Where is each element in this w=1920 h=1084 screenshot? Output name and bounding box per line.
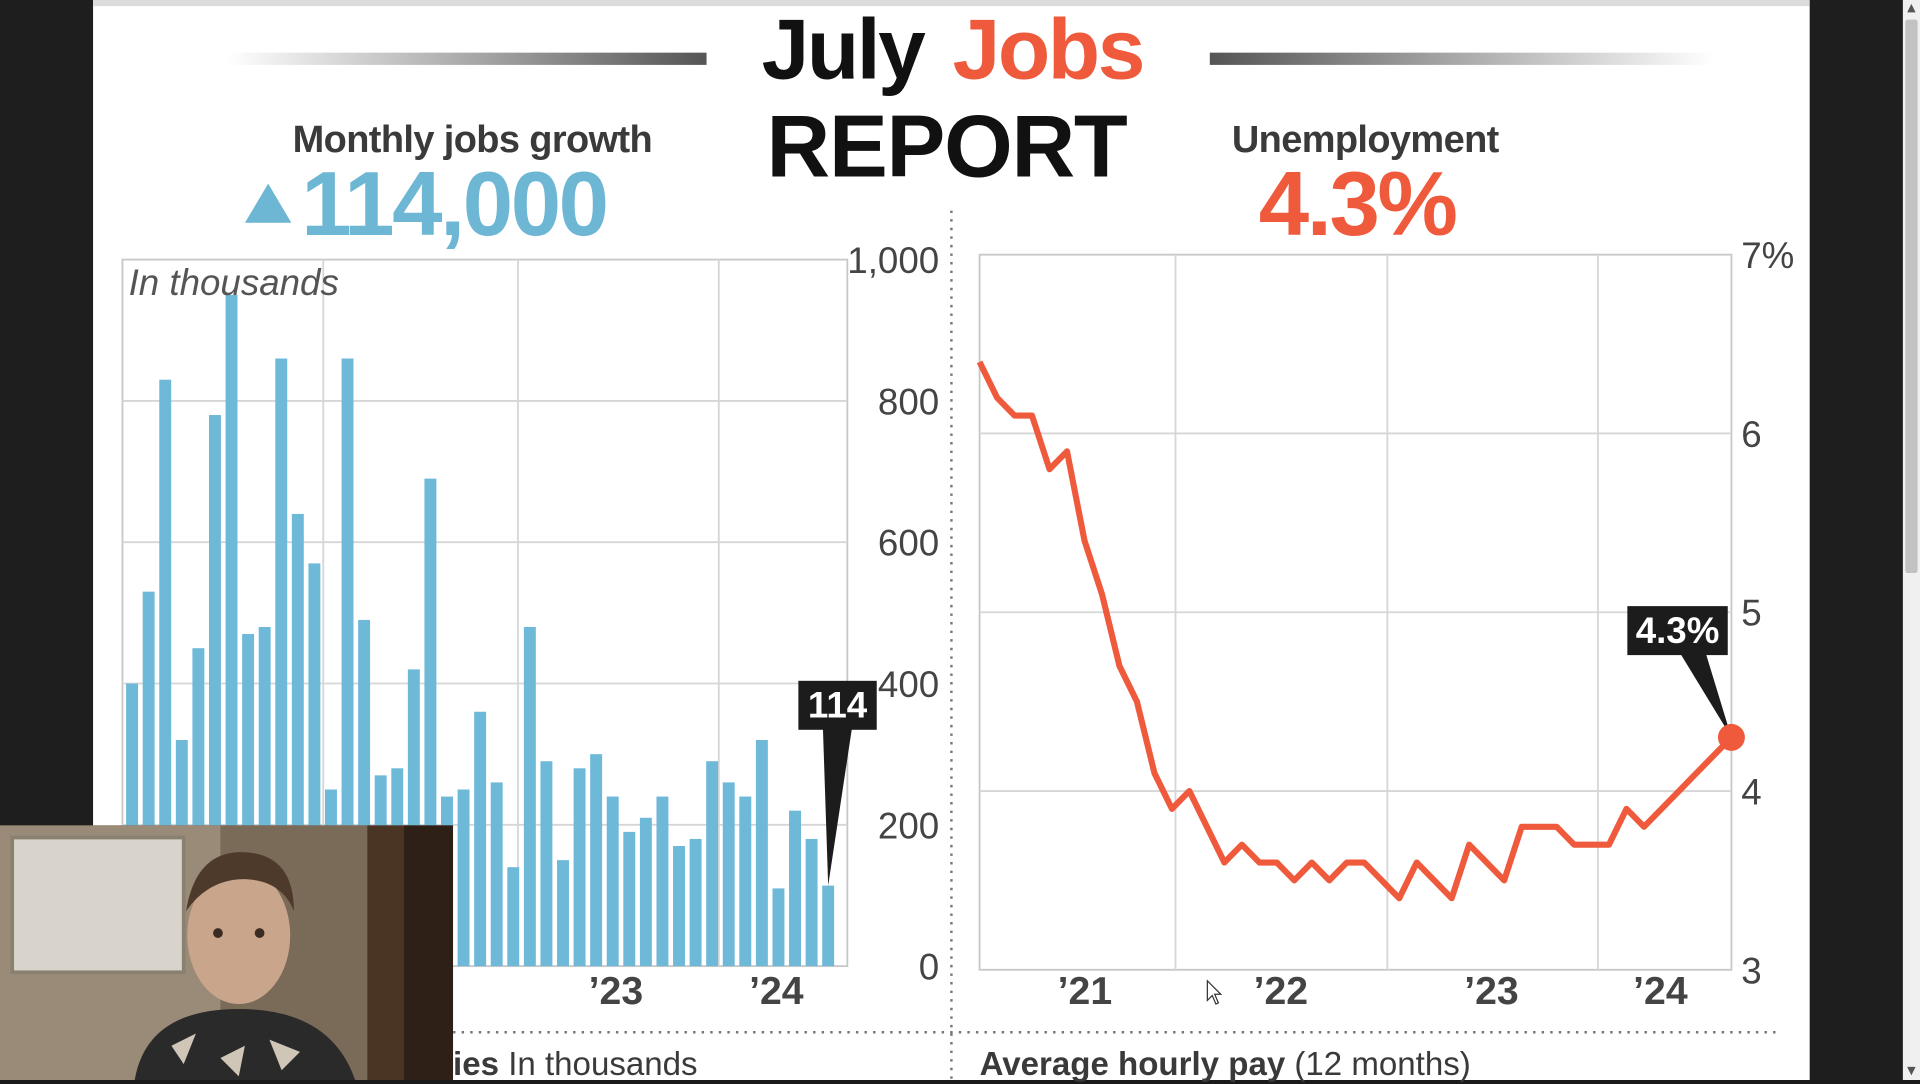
unemployment-ytick-label: 7%	[1741, 235, 1794, 276]
jobs-bar	[673, 846, 685, 967]
unemployment-xtick-label: ’21	[1058, 970, 1112, 1013]
jobs-bar	[275, 358, 288, 967]
jobs-bar	[358, 619, 371, 967]
footer-left-bold: ies	[453, 1045, 500, 1083]
jobs-ytick-label: 200	[878, 805, 939, 846]
footer-left: ies In thousands	[453, 1046, 697, 1084]
jobs-bar	[656, 796, 669, 967]
unemployment-stat-label: Unemployment	[1231, 117, 1499, 161]
footer-left-rest: In thousands	[499, 1045, 698, 1083]
jobs-stat-label: Monthly jobs growth	[292, 117, 653, 161]
jobs-bar	[192, 648, 205, 967]
jobs-ytick-label: 600	[878, 523, 939, 564]
jobs-bar	[258, 626, 271, 967]
unemployment-callout-label: 4.3%	[1636, 610, 1720, 651]
jobs-bar	[706, 761, 719, 967]
mouse-cursor-icon	[1206, 979, 1223, 1005]
jobs-bar	[126, 683, 139, 967]
jobs-bar	[308, 563, 321, 967]
jobs-callout-pointer	[822, 726, 853, 886]
right-margin	[1809, 0, 1903, 1081]
jobs-bar	[540, 761, 553, 967]
jobs-bar	[507, 867, 520, 967]
jobs-bar	[739, 796, 752, 967]
jobs-bar	[805, 838, 818, 967]
up-triangle-icon	[244, 183, 292, 223]
jobs-bar	[242, 634, 255, 967]
jobs-bar	[208, 415, 221, 967]
unemployment-xtick-label: ’22	[1254, 970, 1308, 1013]
jobs-xtick-label: ’24	[749, 970, 804, 1013]
unemployment-callout-pointer	[1677, 648, 1732, 738]
header-line-left	[226, 52, 707, 65]
jobs-bar	[474, 711, 487, 967]
jobs-bar	[623, 831, 636, 967]
jobs-bar	[573, 768, 586, 967]
jobs-bar	[606, 796, 619, 967]
title-july: July	[761, 1, 926, 97]
title-jobs: Jobs	[952, 1, 1146, 97]
jobs-bar	[523, 626, 536, 967]
jobs-bar	[772, 888, 785, 967]
jobs-bar	[590, 754, 603, 967]
footer-right-rest: (12 months)	[1285, 1045, 1471, 1083]
jobs-bar	[225, 294, 238, 967]
jobs-bar	[424, 478, 437, 967]
unemployment-ytick-label: 4	[1741, 771, 1761, 812]
jobs-bar	[341, 358, 354, 967]
unemployment-callout-box	[1627, 606, 1728, 656]
unemployment-xtick-label: ’23	[1464, 970, 1518, 1013]
jobs-ytick-label: 400	[878, 664, 939, 705]
top-border	[93, 0, 1810, 7]
webcam-image	[0, 825, 454, 1081]
unemployment-stat-value: 4.3%	[1258, 153, 1458, 255]
jobs-bar	[789, 810, 801, 967]
scrollbar-thumb[interactable]	[1905, 19, 1918, 574]
unemployment-latest-point	[1717, 723, 1745, 751]
jobs-ytick-label: 1,000	[847, 240, 939, 281]
jobs-bar	[689, 838, 702, 967]
scroll-down-icon[interactable]: ▼	[1907, 1065, 1916, 1078]
jobs-bar	[407, 669, 420, 967]
scroll-up-icon[interactable]: ▲	[1907, 2, 1916, 15]
unemployment-ytick-label: 5	[1741, 593, 1761, 634]
unemployment-ytick-label: 3	[1741, 950, 1761, 991]
unemployment-series-line	[976, 360, 1734, 902]
jobs-bar	[822, 885, 835, 967]
jobs-bar	[291, 513, 304, 967]
webcam-overlay	[0, 825, 454, 1081]
jobs-stat-value: 114,000	[301, 153, 609, 255]
jobs-callout-label: 114	[808, 685, 868, 726]
jobs-bar	[490, 782, 503, 967]
jobs-units-label: In thousands	[129, 262, 339, 303]
footer-right: Average hourly pay (12 months)	[980, 1046, 1471, 1084]
jobs-bar	[457, 789, 470, 967]
jobs-bar	[639, 817, 652, 967]
footer-right-bold: Average hourly pay	[979, 1045, 1286, 1083]
jobs-bar	[142, 591, 155, 967]
unemployment-ytick-label: 6	[1741, 414, 1761, 455]
jobs-bar	[159, 379, 172, 967]
unemployment-line-chart: 7% 6 5 4 3 ’21 ’22 ’23 ’24 4.3%	[976, 235, 1794, 1013]
jobs-bar	[722, 782, 735, 967]
jobs-ytick-label: 0	[919, 947, 939, 988]
jobs-bar	[755, 740, 768, 967]
unemployment-xtick-label: ’24	[1633, 970, 1688, 1013]
jobs-xtick-label: ’23	[589, 970, 643, 1013]
title-report: REPORT	[766, 97, 1128, 196]
jobs-ytick-label: 800	[878, 381, 939, 422]
jobs-callout-box	[798, 680, 877, 730]
header-line-right	[1209, 52, 1715, 65]
jobs-bar	[557, 860, 569, 967]
